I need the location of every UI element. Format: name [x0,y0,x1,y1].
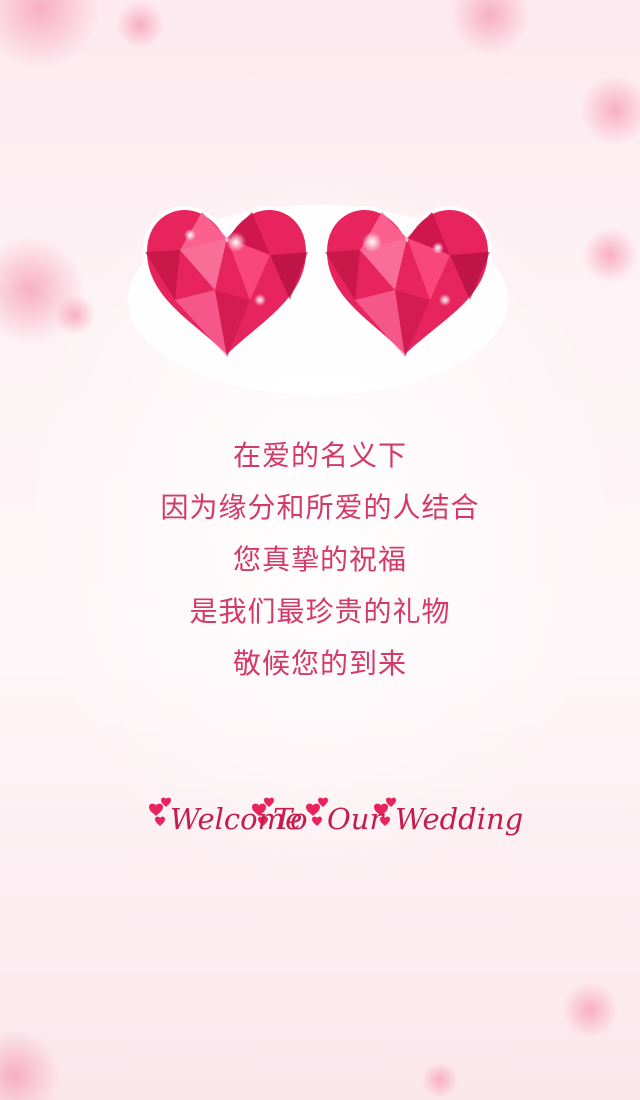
welcome-word: To [273,802,308,836]
verse-line: 敬候您的到来 [232,647,407,680]
mini-hearts-icon [149,797,171,826]
mini-hearts-icon [252,797,274,826]
verse-line: 在爱的名义下 [232,439,407,472]
verse-line: 您真挚的祝福 [232,543,407,576]
mini-hearts-icon [306,797,328,826]
bokeh-blur [450,0,530,55]
bokeh-blur [55,295,95,335]
heart-left [142,206,311,360]
bokeh-blur [0,0,100,68]
welcome-hearts [149,797,396,826]
verse-line: 因为缘分和所爱的人结合 [160,491,480,524]
bokeh-blur [582,227,638,283]
welcome-line: Welcome To Our Wedding [170,802,523,836]
bokeh-blur [580,75,640,145]
verse-line: 是我们最珍贵的礼物 [189,595,451,628]
bokeh-blur [422,1062,458,1098]
heart-right [322,206,493,360]
welcome-word: Wedding [395,802,523,836]
welcome-word: Our [327,802,385,836]
diamond-hearts [128,205,508,395]
invitation-verse: 在爱的名义下 因为缘分和所爱的人结合 您真挚的祝福 是我们最珍贵的礼物 敬候您的… [0,430,640,690]
bokeh-blur [0,1030,60,1100]
welcome-word: Welcome [170,802,302,836]
bokeh-blur [562,982,618,1038]
mini-hearts-icon [374,797,396,826]
bokeh-blur [116,1,164,49]
